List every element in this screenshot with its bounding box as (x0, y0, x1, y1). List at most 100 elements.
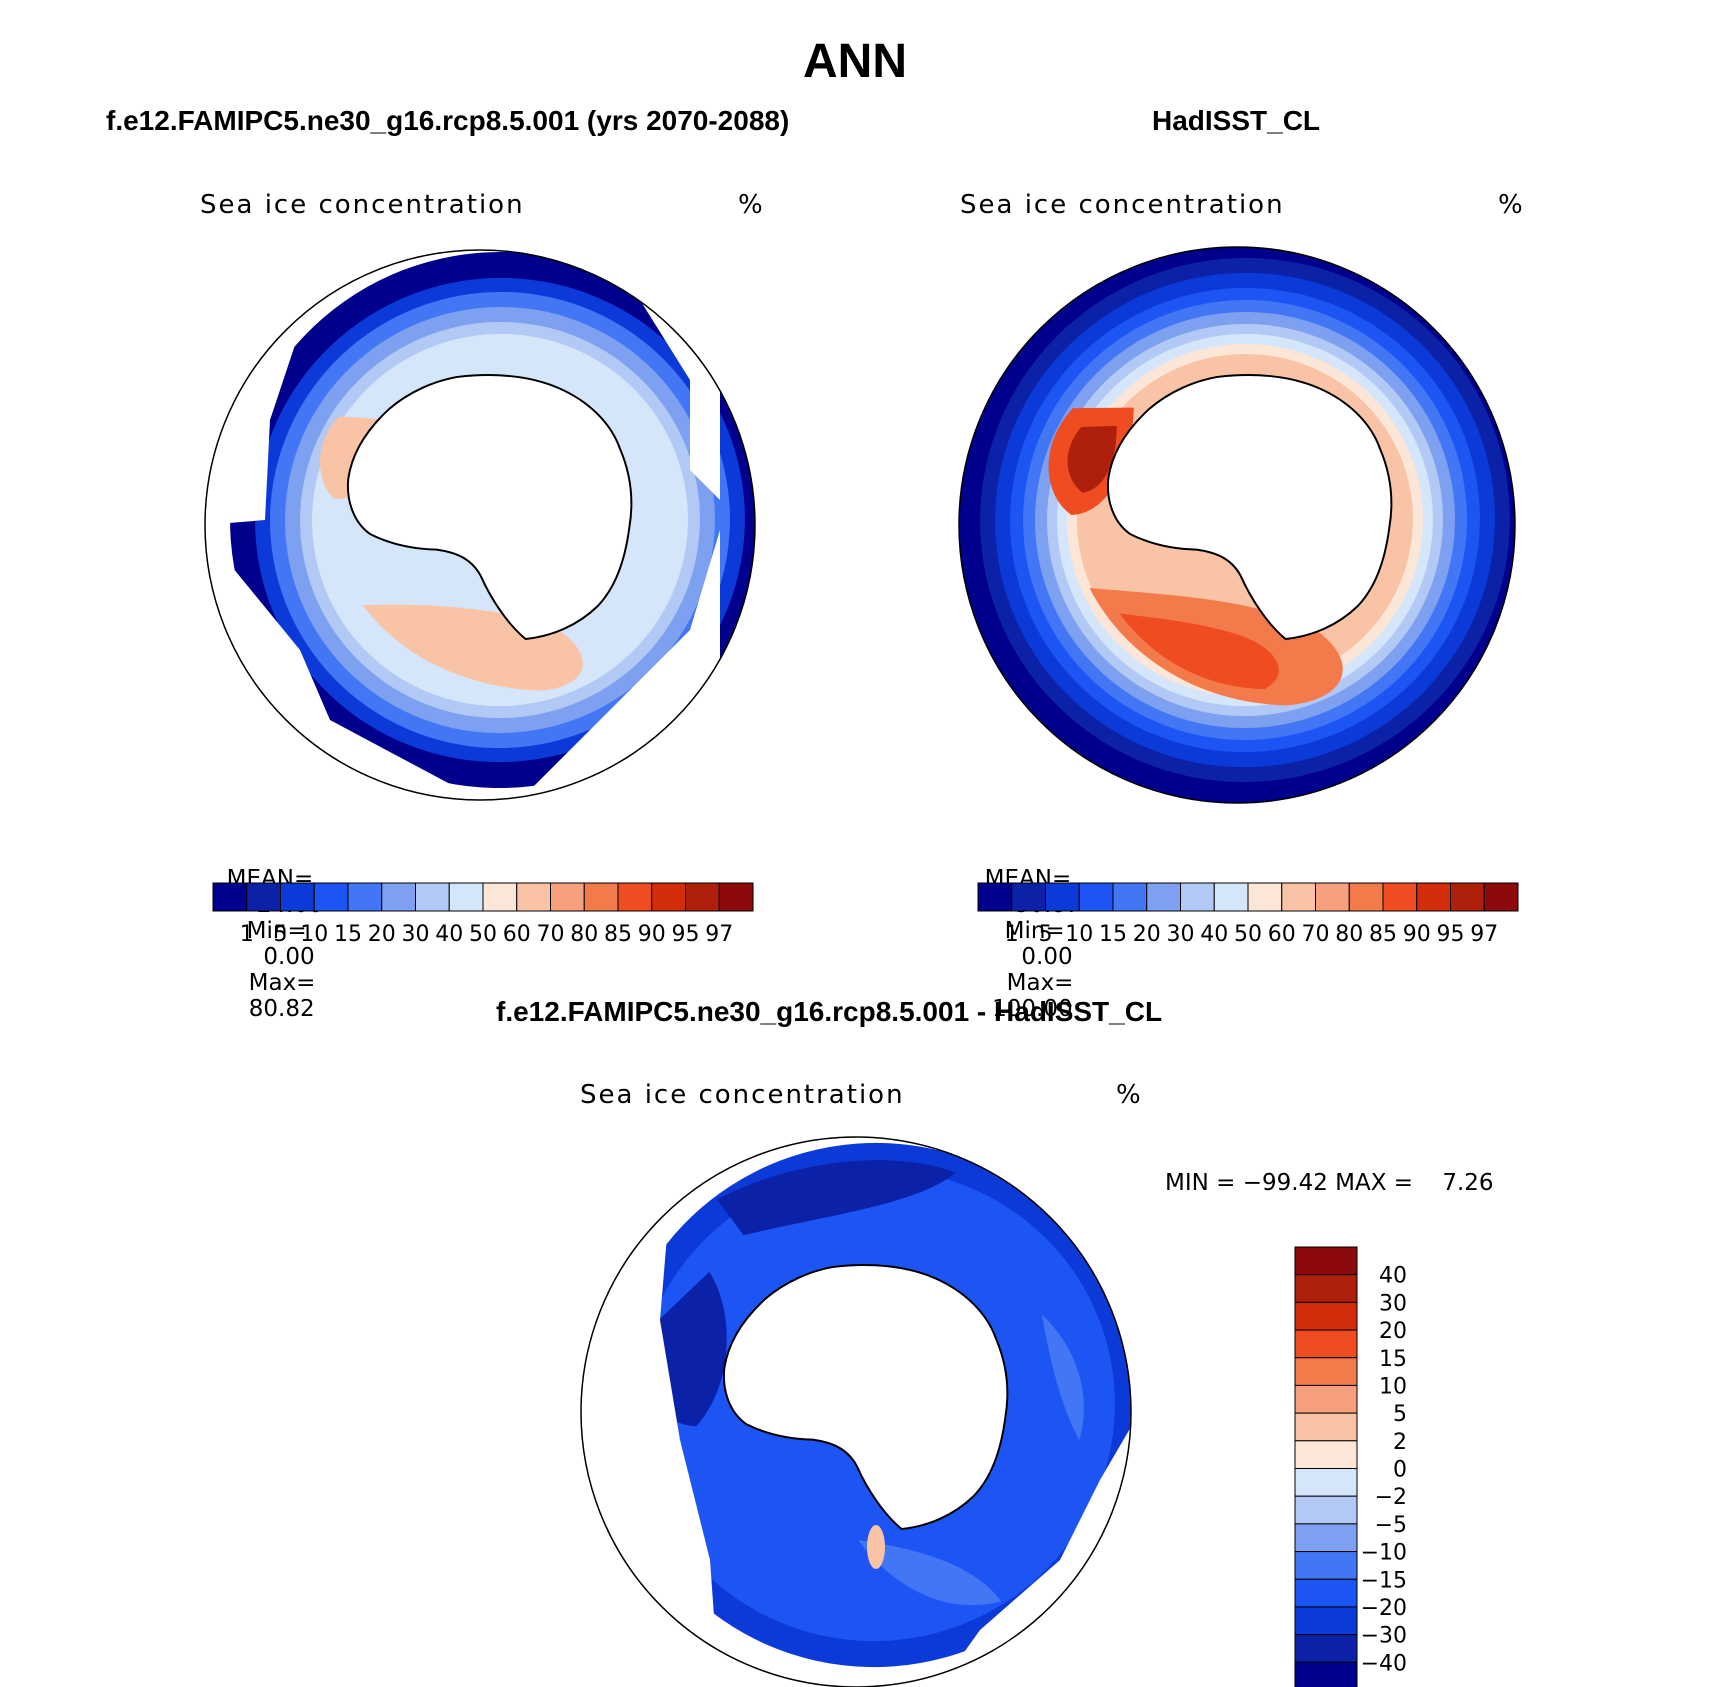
diff-colorbar-tick-label: 15 (1379, 1347, 1407, 1372)
panel1-colorbar-tick-label: 1 (240, 922, 254, 947)
panel1-colorbar-tick-label: 20 (368, 922, 396, 947)
panel2-colorbar-tick-label: 80 (1335, 922, 1363, 947)
diff-range-text: MIN = −99.42 MAX = 7.26 (1165, 1170, 1494, 1196)
panel2-colorbar-swatch (1416, 882, 1451, 912)
panel2-max-label: Max= (1006, 970, 1074, 996)
panel1-min-label: Min= (246, 918, 307, 944)
panel1-colorbar-tick-label: 90 (638, 922, 666, 947)
diff-colorbar-swatch (1294, 1495, 1358, 1525)
panel2-colorbar-swatch (1281, 882, 1316, 912)
panel2-colorbar-swatch (1483, 882, 1519, 912)
panel1-colorbar-tick-label: 80 (570, 922, 598, 947)
panel2-colorbar-tick-label: 85 (1369, 922, 1397, 947)
panel2-colorbar-swatch (1247, 882, 1283, 912)
panel1-colorbar-swatch (212, 882, 248, 912)
panel1-colorbar-tick-label: 85 (604, 922, 632, 947)
panel1-colorbar-swatch (583, 882, 619, 912)
panel1-colorbar-tick-label: 5 (274, 922, 288, 947)
panel2-colorbar-tick-label: 90 (1403, 922, 1431, 947)
panel2-colorbar-tick-label: 30 (1167, 922, 1195, 947)
diff-colorbar-swatch (1294, 1440, 1358, 1469)
panel1-colorbar-tick-label: 70 (537, 922, 565, 947)
panel1-colorbar-swatch (381, 882, 416, 912)
panel2-colorbar-tick-label: 70 (1302, 922, 1330, 947)
panel1-colorbar-swatch (550, 882, 585, 912)
panel2-colorbar-swatch (1315, 882, 1350, 912)
panel2-colorbar-tick-label: 60 (1268, 922, 1296, 947)
diff-variable-label: Sea ice concentration (580, 1080, 905, 1110)
panel2-units-label: % (1498, 190, 1525, 220)
diff-map (580, 1136, 1132, 1687)
diff-colorbar-tick-label: −10 (1361, 1541, 1407, 1566)
panel1-colorbar-tick-label: 97 (705, 922, 733, 947)
panel1-colorbar-swatch (313, 882, 349, 912)
panel2-colorbar-tick-label: 95 (1437, 922, 1465, 947)
panel2-colorbar-swatch (1078, 882, 1114, 912)
diff-units-label: % (1116, 1080, 1143, 1110)
panel2-colorbar-tick-label: 20 (1133, 922, 1161, 947)
panel1-colorbar-tick-label: 60 (503, 922, 531, 947)
panel2-colorbar-swatch (1011, 882, 1046, 912)
diff-colorbar-tick-label: 30 (1379, 1291, 1407, 1316)
panel1-colorbar-tick-label: 95 (672, 922, 700, 947)
panel1-colorbar-swatch (246, 882, 281, 912)
panel1-colorbar-tick-label: 15 (334, 922, 362, 947)
panel2-colorbar-swatch (1213, 882, 1249, 912)
panel2-colorbar-tick-label: 5 (1039, 922, 1053, 947)
diff-colorbar-swatch (1294, 1274, 1358, 1303)
diff-colorbar-tick-label: 2 (1393, 1430, 1407, 1455)
panel1-colorbar-swatch (718, 882, 754, 912)
panel2-colorbar-tick-label: 10 (1065, 922, 1093, 947)
diff-colorbar-swatch (1294, 1357, 1358, 1386)
panel2-variable-label: Sea ice concentration (960, 190, 1285, 220)
diff-colorbar-tick-label: 0 (1393, 1458, 1407, 1483)
panel2-heading: HadISST_CL (1152, 105, 1321, 136)
diff-colorbar-tick-label: 10 (1379, 1374, 1407, 1399)
diff-colorbar-swatch (1294, 1578, 1358, 1608)
panel1-colorbar-tick-label: 30 (402, 922, 430, 947)
diff-colorbar-tick-label: 5 (1393, 1402, 1407, 1427)
page-title: ANN (803, 35, 907, 88)
diff-colorbar-swatch (1294, 1468, 1358, 1497)
panel1-colorbar-swatch (617, 882, 653, 912)
panel2-colorbar: 1 5 10 15 20 30 40 50 60 70 80 85 90 95 97 (977, 882, 1519, 947)
panel1-colorbar-swatch (448, 882, 484, 912)
panel2-colorbar-tick-label: 50 (1234, 922, 1262, 947)
diff-colorbar-swatch (1294, 1246, 1358, 1276)
diff-colorbar-tick-label: −15 (1361, 1568, 1407, 1593)
diff-colorbar-swatch (1294, 1329, 1358, 1359)
panel2-colorbar-swatch (1146, 882, 1181, 912)
panel2-colorbar-swatch (1382, 882, 1418, 912)
panel1-units-label: % (738, 190, 765, 220)
panel1-colorbar-tick-label: 10 (300, 922, 328, 947)
panel2-min-label: Min= (1004, 918, 1065, 944)
panel1-max-label: Max= (248, 970, 316, 996)
panel2-colorbar-swatch (1180, 882, 1215, 912)
panel1-colorbar-swatch (482, 882, 518, 912)
panel1-variable-label: Sea ice concentration (200, 190, 525, 220)
panel1-colorbar-swatch (415, 882, 450, 912)
diff-colorbar-swatch (1294, 1606, 1358, 1636)
panel2-colorbar-swatch (977, 882, 1013, 912)
diff-colorbar-swatch (1294, 1384, 1358, 1414)
diff-colorbar-swatch (1294, 1634, 1358, 1663)
panel2-colorbar-swatch (1045, 882, 1080, 912)
diff-colorbar-swatch (1294, 1301, 1358, 1331)
panel2-min-value: 0.00 (1021, 944, 1073, 970)
panel2-stats: MEAN= 30.87 Min= 0.00 Max= 100.00 (970, 840, 1081, 1022)
panel1-colorbar-swatch (685, 882, 720, 912)
panel2-colorbar-tick-label: 40 (1200, 922, 1228, 947)
panel1-colorbar-tick-label: 40 (435, 922, 463, 947)
panel2-max-value: 100.00 (992, 996, 1073, 1022)
panel1-min-value: 0.00 (263, 944, 315, 970)
panel1-colorbar-swatch (516, 882, 551, 912)
diff-colorbar-tick-label: −2 (1375, 1485, 1407, 1510)
diff-heading: f.e12.FAMIPC5.ne30_g16.rcp8.5.001 - HadI… (496, 996, 1163, 1027)
panel1-colorbar-swatch (651, 882, 686, 912)
panel2-map (958, 246, 1516, 804)
diff-colorbar-tick-label: −30 (1361, 1624, 1407, 1649)
panel2-colorbar-tick-label: 1 (1005, 922, 1019, 947)
panel2-colorbar-swatch (1112, 882, 1148, 912)
